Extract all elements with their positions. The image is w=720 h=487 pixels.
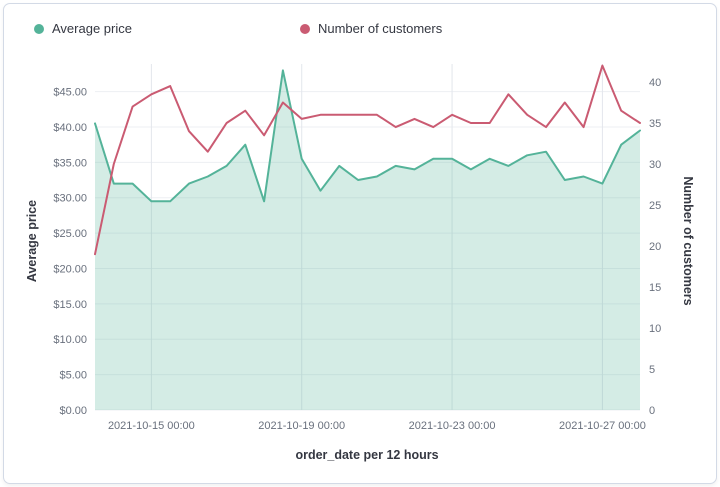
svg-text:2021-10-23 00:00: 2021-10-23 00:00 bbox=[409, 420, 496, 432]
svg-text:2021-10-19 00:00: 2021-10-19 00:00 bbox=[258, 420, 345, 432]
chart-legend: Average price Number of customers bbox=[34, 20, 442, 38]
svg-text:2021-10-15 00:00: 2021-10-15 00:00 bbox=[108, 420, 195, 432]
svg-text:2021-10-27 00:00: 2021-10-27 00:00 bbox=[559, 420, 646, 432]
legend-item-average-price[interactable]: Average price bbox=[34, 20, 132, 38]
chart-panel: Average price Number of customers $0.00 $… bbox=[3, 3, 717, 484]
svg-text:$5.00: $5.00 bbox=[59, 370, 87, 382]
svg-text:5: 5 bbox=[649, 364, 655, 376]
legend-dot-icon bbox=[299, 24, 310, 34]
svg-text:$0.00: $0.00 bbox=[59, 405, 87, 417]
legend-label: Average price bbox=[52, 21, 132, 36]
svg-text:20: 20 bbox=[649, 241, 661, 253]
svg-text:15: 15 bbox=[649, 282, 661, 294]
svg-text:40: 40 bbox=[649, 77, 661, 89]
svg-text:0: 0 bbox=[649, 405, 655, 417]
chart-plot[interactable]: $0.00 $5.00 $10.00 $15.00 $20.00 $25.00 $30.00… bbox=[4, 46, 714, 444]
legend-label: Number of customers bbox=[317, 21, 443, 36]
svg-text:$40.00: $40.00 bbox=[53, 122, 87, 134]
svg-text:35: 35 bbox=[649, 118, 661, 130]
svg-text:$25.00: $25.00 bbox=[53, 228, 87, 240]
x-axis-title: order_date per 12 hours bbox=[295, 448, 439, 462]
svg-text:10: 10 bbox=[649, 323, 661, 335]
svg-text:$30.00: $30.00 bbox=[53, 193, 87, 205]
svg-text:$20.00: $20.00 bbox=[53, 263, 87, 275]
legend-dot-icon bbox=[34, 24, 44, 34]
legend-item-number-of-customers[interactable]: Number of customers bbox=[299, 20, 443, 38]
svg-text:$45.00: $45.00 bbox=[53, 87, 87, 99]
right-axis-title: Number of customers bbox=[681, 176, 695, 306]
svg-text:25: 25 bbox=[649, 200, 661, 212]
left-axis-title: Average price bbox=[25, 199, 39, 283]
svg-text:$10.00: $10.00 bbox=[53, 334, 87, 346]
svg-text:$15.00: $15.00 bbox=[53, 299, 87, 311]
svg-text:30: 30 bbox=[649, 159, 661, 171]
svg-text:$35.00: $35.00 bbox=[53, 157, 87, 169]
